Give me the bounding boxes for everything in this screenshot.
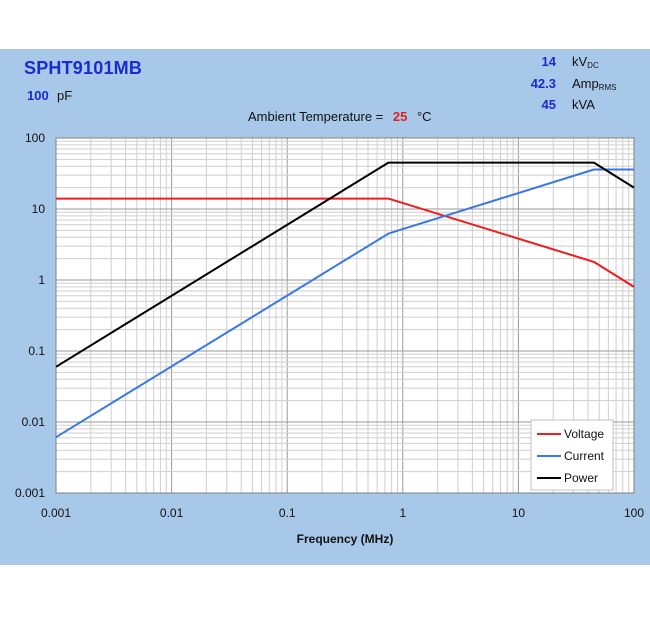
- series-line-current: [55, 168, 634, 439]
- ambient-value: 25: [392, 109, 408, 124]
- part-number: SPHT9101MB: [24, 58, 143, 78]
- legend-label-power: Power: [564, 471, 598, 485]
- voltage-rating-value: 14: [541, 54, 556, 69]
- x-tick-label: 1: [399, 506, 406, 520]
- plot-frame: [55, 137, 635, 494]
- series-line-voltage: [56, 197, 635, 288]
- x-tick-label: 10: [512, 506, 526, 520]
- ambient-label: Ambient Temperature =: [248, 109, 384, 124]
- y-tick-label: 0.01: [22, 415, 46, 429]
- capacitance-unit: pF: [57, 88, 73, 103]
- y-tick-label: 10: [32, 202, 46, 216]
- current-rating-value: 42.3: [530, 76, 556, 91]
- ambient-temperature: Ambient Temperature = 25 °C: [248, 109, 432, 124]
- x-axis-label: Frequency (MHz): [297, 532, 394, 546]
- x-tick-label: 0.001: [41, 506, 71, 520]
- y-tick-label: 0.1: [28, 344, 45, 358]
- legend-label-current: Current: [564, 449, 605, 463]
- legend-label-voltage: Voltage: [564, 427, 604, 441]
- voltage-rating-unit: kVDC: [572, 54, 599, 70]
- x-tick-label: 0.01: [160, 506, 184, 520]
- y-tick-label: 100: [25, 131, 45, 145]
- y-tick-label: 1: [38, 273, 45, 287]
- y-tick-label: 0.001: [15, 486, 45, 500]
- ambient-unit: °C: [416, 109, 432, 124]
- current-rating-unit: AmpRMS: [572, 76, 617, 92]
- x-tick-label: 0.1: [279, 506, 296, 520]
- series-line-power: [55, 161, 635, 368]
- power-rating-unit: kVA: [572, 97, 595, 112]
- power-rating-value: 45: [541, 97, 556, 112]
- capacitance-value: 100: [27, 88, 49, 103]
- x-tick-label: 100: [624, 506, 644, 520]
